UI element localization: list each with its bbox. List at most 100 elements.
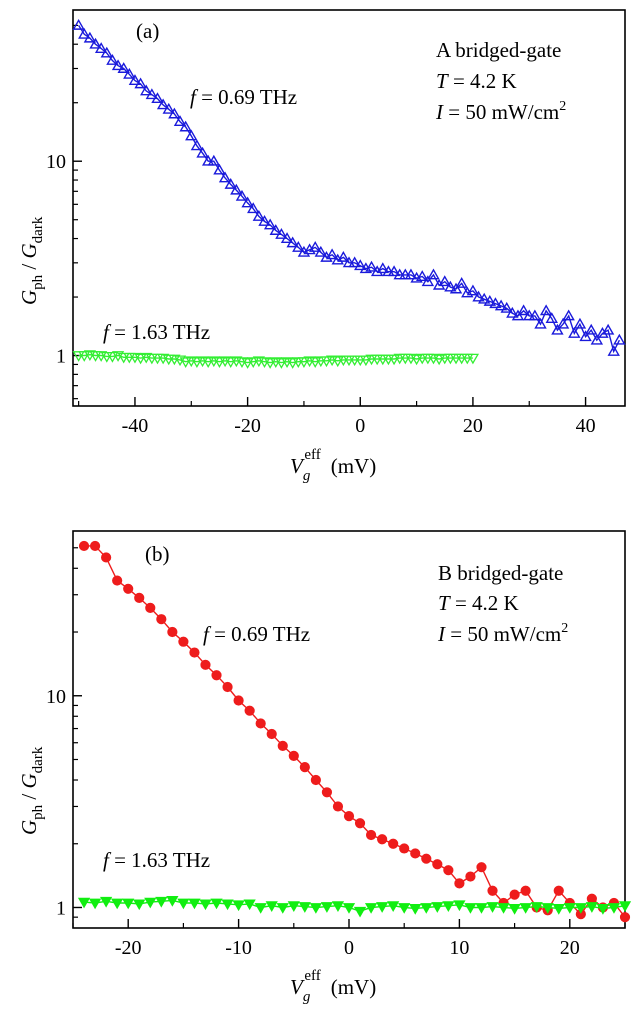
data-point xyxy=(433,354,446,366)
data-point xyxy=(475,903,488,914)
data-point xyxy=(145,602,156,613)
data-point xyxy=(528,309,542,321)
data-point xyxy=(72,18,85,30)
data-point xyxy=(156,614,167,625)
data-point xyxy=(365,260,378,272)
data-point xyxy=(619,912,631,923)
data-point xyxy=(420,903,433,914)
data-point xyxy=(370,265,384,277)
data-point xyxy=(464,903,477,914)
data-point xyxy=(277,740,288,751)
data-point xyxy=(123,67,136,79)
data-point xyxy=(337,250,350,262)
data-point xyxy=(106,351,119,363)
data-point xyxy=(584,323,598,335)
data-point xyxy=(78,540,90,552)
chart-panel-b: -20 -10 0 10 20 1 10 (b) B bridged-gate T = 4… xyxy=(17,530,632,1005)
data-point xyxy=(377,834,388,845)
data-point xyxy=(123,583,134,594)
info-temperature-a: T = 4.2 K xyxy=(436,69,517,93)
data-point xyxy=(483,294,497,306)
data-point xyxy=(494,299,508,311)
data-point xyxy=(477,292,491,304)
data-point xyxy=(134,353,147,365)
data-point xyxy=(427,268,440,280)
data-point xyxy=(551,323,564,335)
data-point xyxy=(167,626,178,638)
series-group-a xyxy=(72,18,626,369)
data-point xyxy=(348,256,361,268)
data-point xyxy=(607,903,621,914)
data-point xyxy=(375,902,389,913)
data-point xyxy=(232,900,245,912)
x-tick-label: 40 xyxy=(576,415,596,437)
data-point xyxy=(585,902,599,913)
data-point xyxy=(376,262,390,274)
data-point xyxy=(601,323,615,335)
data-point xyxy=(266,728,277,740)
data-point xyxy=(247,202,260,214)
data-point xyxy=(254,903,267,914)
tick-marks-a xyxy=(73,24,587,406)
data-point xyxy=(455,277,468,288)
data-point xyxy=(265,901,278,912)
data-point xyxy=(133,899,146,911)
data-point xyxy=(579,330,592,342)
data-point xyxy=(178,636,189,647)
data-point xyxy=(466,353,480,365)
data-point xyxy=(213,357,226,368)
data-point xyxy=(235,189,249,201)
data-point xyxy=(454,878,465,889)
data-point xyxy=(421,275,435,287)
data-point xyxy=(500,301,513,313)
data-point xyxy=(553,885,564,896)
data-point xyxy=(244,705,255,716)
data-point xyxy=(343,811,355,822)
x-tick-label: -10 xyxy=(225,937,252,959)
data-point xyxy=(556,317,570,329)
data-point xyxy=(188,898,201,910)
x-axis-label-a: Vgeff (mV) xyxy=(290,447,376,484)
data-point xyxy=(573,317,587,329)
plot-frame-a xyxy=(72,9,626,407)
data-point xyxy=(134,592,145,603)
data-point xyxy=(241,358,254,369)
data-point xyxy=(509,889,520,900)
data-point xyxy=(607,345,620,356)
data-point xyxy=(409,904,422,915)
data-point xyxy=(308,241,322,252)
info-title-a: A bridged-gate xyxy=(436,38,561,62)
data-point xyxy=(140,84,153,96)
data-point xyxy=(508,904,521,915)
data-point xyxy=(190,357,204,368)
data-point xyxy=(563,903,576,914)
data-point xyxy=(221,899,234,911)
data-point xyxy=(331,356,344,368)
data-point xyxy=(298,902,311,913)
data-point xyxy=(276,903,289,914)
data-point xyxy=(275,358,288,369)
data-point xyxy=(410,354,423,366)
info-intensity-b: I = 50 mW/cm2 xyxy=(437,621,568,646)
data-point xyxy=(387,354,401,366)
series-line-a-0 xyxy=(78,25,621,354)
data-point xyxy=(618,901,632,912)
data-point xyxy=(444,280,457,292)
data-point xyxy=(224,177,237,189)
data-point xyxy=(438,275,451,287)
data-point xyxy=(472,290,485,302)
data-point xyxy=(275,228,288,239)
data-point xyxy=(321,787,333,798)
series-label-b-high: f = 0.69 THz xyxy=(203,622,310,646)
data-point xyxy=(365,829,377,841)
data-point xyxy=(89,540,101,552)
data-point xyxy=(562,309,575,321)
data-point xyxy=(354,818,366,829)
data-point xyxy=(517,304,530,316)
data-point xyxy=(83,31,97,43)
data-point xyxy=(222,681,233,693)
data-point xyxy=(354,259,367,271)
y-tick-labels-b: 1 10 xyxy=(46,686,66,920)
data-point xyxy=(286,358,299,369)
data-point xyxy=(269,224,282,235)
